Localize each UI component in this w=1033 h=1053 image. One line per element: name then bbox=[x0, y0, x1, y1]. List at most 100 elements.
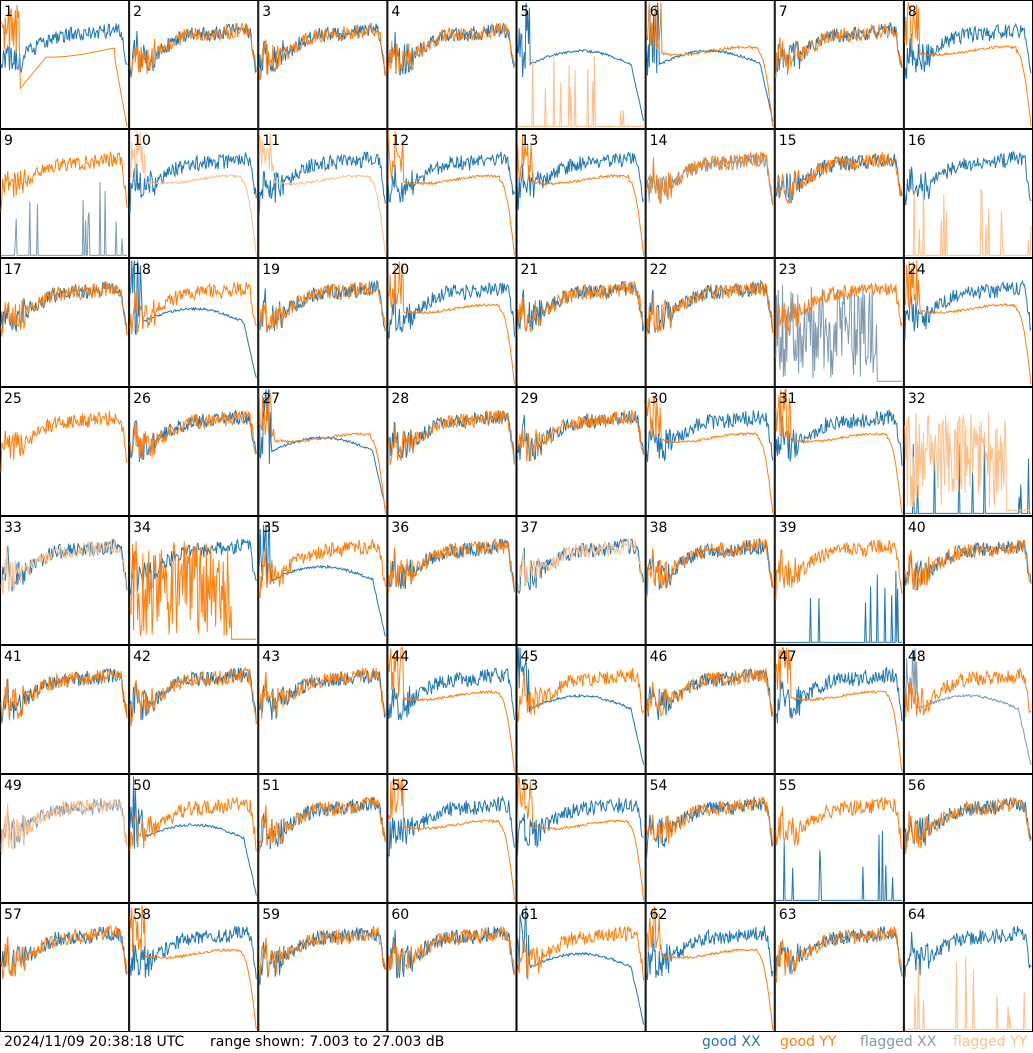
series-yy-11 bbox=[258, 131, 386, 256]
panel-label-49: 49 bbox=[4, 778, 22, 794]
series-yy-53 bbox=[517, 776, 645, 901]
panel-frame bbox=[258, 0, 388, 129]
panel-frame bbox=[0, 516, 130, 645]
panel-42: 42 bbox=[129, 645, 259, 774]
series-yy-29 bbox=[517, 409, 645, 462]
panel-frame bbox=[516, 774, 646, 903]
series-xx-9 bbox=[1, 181, 128, 256]
panel-frame bbox=[129, 258, 259, 387]
series-xx-23 bbox=[775, 285, 902, 382]
panel-21: 21 bbox=[516, 258, 646, 387]
panel-label-7: 7 bbox=[779, 4, 788, 20]
series-xx-64 bbox=[904, 925, 1032, 978]
series-xx-59 bbox=[258, 927, 386, 985]
series-xx-1 bbox=[0, 23, 128, 74]
series-yy-19 bbox=[258, 280, 386, 332]
series-yy-17 bbox=[0, 281, 128, 337]
panel-frame bbox=[645, 129, 775, 258]
series-yy-61 bbox=[517, 926, 645, 981]
panel-label-28: 28 bbox=[391, 391, 409, 407]
panel-54: 54 bbox=[645, 774, 775, 903]
panel-15: 15 bbox=[774, 129, 904, 258]
panel-frame bbox=[258, 258, 388, 387]
series-yy-54 bbox=[646, 796, 774, 844]
legend-flagged-yy: flagged YY bbox=[953, 1034, 1028, 1050]
series-yy-58 bbox=[129, 905, 257, 1030]
series-yy-28 bbox=[387, 409, 515, 466]
series-xx-24 bbox=[904, 280, 1032, 341]
panel-label-61: 61 bbox=[521, 907, 539, 923]
panel-6: 6 bbox=[645, 0, 775, 129]
series-yy-57 bbox=[0, 924, 128, 980]
series-yy-59 bbox=[258, 925, 386, 979]
series-xx-38 bbox=[646, 537, 774, 598]
panel-14: 14 bbox=[645, 129, 775, 258]
panel-35: 35 bbox=[258, 516, 388, 645]
panel-5: 5 bbox=[516, 0, 646, 129]
panel-frame bbox=[516, 129, 646, 258]
series-xx-11 bbox=[258, 151, 386, 215]
panel-frame bbox=[387, 516, 517, 645]
panel-19: 19 bbox=[258, 258, 388, 387]
panel-frame bbox=[774, 774, 904, 903]
series-xx-35 bbox=[258, 522, 386, 637]
panel-label-63: 63 bbox=[779, 907, 797, 923]
panel-49: 49 bbox=[0, 774, 130, 903]
series-xx-5 bbox=[517, 2, 645, 121]
panel-63: 63 bbox=[774, 903, 904, 1032]
panel-label-5: 5 bbox=[521, 4, 530, 20]
panel-frame bbox=[0, 258, 130, 387]
series-yy-27 bbox=[258, 389, 386, 514]
series-xx-27 bbox=[258, 389, 386, 508]
panel-frame bbox=[258, 516, 388, 645]
panel-label-41: 41 bbox=[4, 649, 22, 665]
series-xx-56 bbox=[904, 796, 1032, 848]
series-xx-39 bbox=[775, 570, 902, 643]
panel-label-16: 16 bbox=[908, 133, 926, 149]
panel-18: 18 bbox=[129, 258, 259, 387]
panel-34: 34 bbox=[129, 516, 259, 645]
panel-frame bbox=[774, 516, 904, 645]
panel-17: 17 bbox=[0, 258, 130, 387]
panel-frame bbox=[774, 645, 904, 774]
range-label: range shown: 7.003 to 27.003 dB bbox=[210, 1034, 445, 1050]
panel-4: 4 bbox=[387, 0, 517, 129]
panel-9: 9 bbox=[0, 129, 130, 258]
series-yy-42 bbox=[129, 666, 257, 727]
panel-52: 52 bbox=[387, 774, 517, 903]
series-xx-62 bbox=[646, 926, 774, 980]
panel-label-33: 33 bbox=[4, 520, 22, 536]
panel-56: 56 bbox=[903, 774, 1033, 903]
panel-25: 25 bbox=[0, 387, 130, 516]
panel-label-1: 1 bbox=[4, 4, 13, 20]
panel-24: 24 bbox=[903, 258, 1033, 387]
panel-frame bbox=[258, 129, 388, 258]
panel-36: 36 bbox=[387, 516, 517, 645]
panel-frame bbox=[0, 645, 130, 774]
series-xx-55 bbox=[775, 830, 902, 901]
series-yy-47 bbox=[775, 646, 903, 772]
series-xx-8 bbox=[904, 22, 1032, 80]
panel-57: 57 bbox=[0, 903, 130, 1032]
panel-frame bbox=[129, 387, 259, 516]
panel-label-17: 17 bbox=[4, 262, 22, 278]
panel-frame bbox=[129, 129, 259, 258]
panel-39: 39 bbox=[774, 516, 904, 645]
series-yy-34 bbox=[129, 541, 257, 640]
panel-label-23: 23 bbox=[779, 262, 797, 278]
series-yy-46 bbox=[646, 668, 774, 718]
panel-frame bbox=[258, 645, 388, 774]
panel-60: 60 bbox=[387, 903, 517, 1032]
panel-label-9: 9 bbox=[4, 133, 13, 149]
panel-frame bbox=[387, 903, 517, 1032]
panel-label-25: 25 bbox=[4, 391, 22, 407]
panel-label-42: 42 bbox=[133, 649, 151, 665]
panel-frame bbox=[129, 903, 259, 1032]
panel-label-29: 29 bbox=[521, 391, 539, 407]
panel-label-56: 56 bbox=[908, 778, 926, 794]
panel-13: 13 bbox=[516, 129, 646, 258]
panel-label-22: 22 bbox=[650, 262, 668, 278]
series-yy-20 bbox=[387, 261, 515, 385]
series-yy-26 bbox=[129, 409, 257, 461]
panel-55: 55 bbox=[774, 774, 904, 903]
